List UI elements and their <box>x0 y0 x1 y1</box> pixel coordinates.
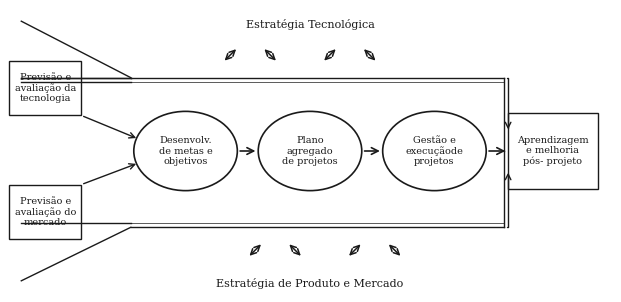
Bar <box>9 61 81 115</box>
Text: Aprendizagem
e melhoria
pós- projeto: Aprendizagem e melhoria pós- projeto <box>517 136 589 166</box>
Text: Previsão e
avaliação do
mercado: Previsão e avaliação do mercado <box>14 197 76 227</box>
Text: Plano
agregado
de projetos: Plano agregado de projetos <box>282 136 338 166</box>
Ellipse shape <box>383 111 486 191</box>
Bar <box>508 113 597 189</box>
Text: Previsão e
avaliação da
tecnologia: Previsão e avaliação da tecnologia <box>14 73 76 104</box>
Bar <box>9 185 81 239</box>
Text: Estratégia de Produto e Mercado: Estratégia de Produto e Mercado <box>216 278 404 289</box>
Text: Desenvolv.
de metas e
objetivos: Desenvolv. de metas e objetivos <box>159 136 212 166</box>
Text: Estratégia Tecnológica: Estratégia Tecnológica <box>245 19 374 30</box>
Ellipse shape <box>258 111 362 191</box>
Ellipse shape <box>134 111 237 191</box>
Text: Gestão e
execuçãode
projetos: Gestão e execuçãode projetos <box>406 136 463 166</box>
